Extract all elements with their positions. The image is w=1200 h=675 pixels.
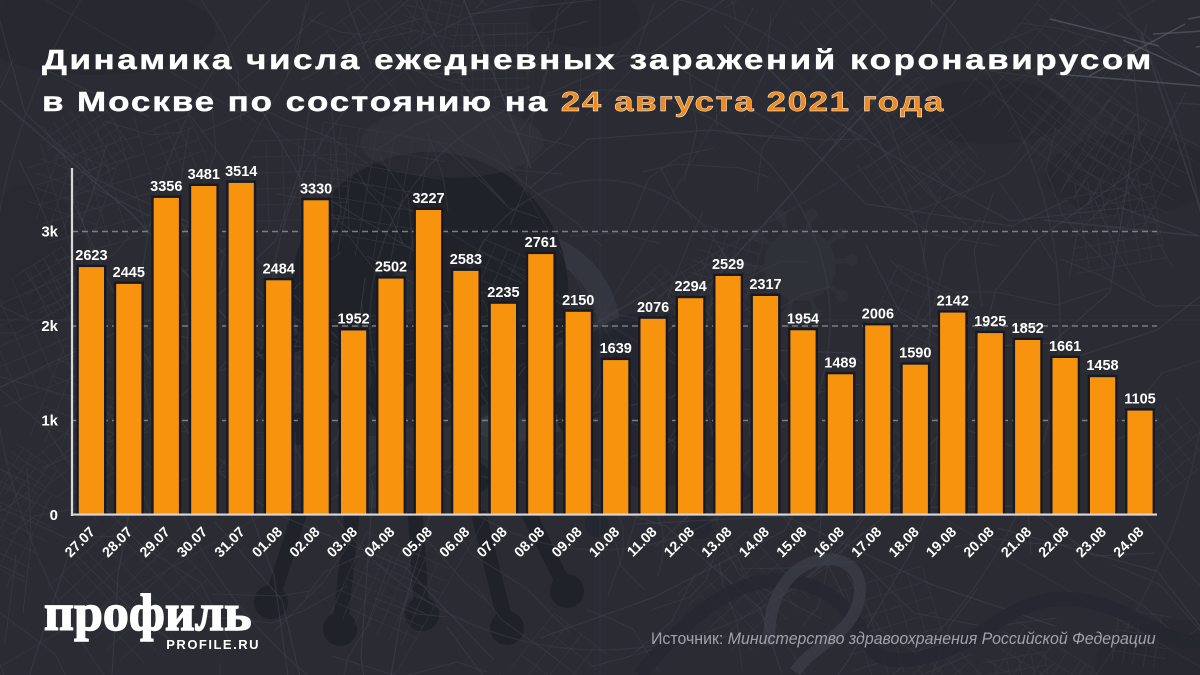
svg-text:1590: 1590 bbox=[899, 346, 931, 362]
svg-text:2k: 2k bbox=[41, 318, 58, 335]
svg-text:1489: 1489 bbox=[824, 355, 856, 371]
svg-text:09.08: 09.08 bbox=[549, 524, 586, 561]
svg-text:2150: 2150 bbox=[562, 293, 594, 309]
svg-text:10.08: 10.08 bbox=[586, 524, 623, 561]
svg-text:3k: 3k bbox=[41, 223, 58, 240]
svg-text:1661: 1661 bbox=[1049, 339, 1081, 355]
svg-text:21.08: 21.08 bbox=[998, 524, 1035, 561]
svg-text:2529: 2529 bbox=[712, 257, 744, 273]
svg-text:20.08: 20.08 bbox=[961, 524, 998, 561]
svg-text:24.08: 24.08 bbox=[1111, 524, 1148, 561]
svg-text:19.08: 19.08 bbox=[923, 524, 960, 561]
svg-text:1925: 1925 bbox=[974, 314, 1006, 330]
svg-text:3514: 3514 bbox=[225, 164, 257, 180]
svg-text:06.08: 06.08 bbox=[437, 524, 474, 561]
svg-text:31.07: 31.07 bbox=[212, 524, 249, 561]
svg-text:0: 0 bbox=[50, 507, 58, 524]
svg-text:3356: 3356 bbox=[150, 179, 182, 195]
svg-text:13.08: 13.08 bbox=[699, 524, 736, 561]
svg-text:1954: 1954 bbox=[787, 311, 819, 327]
svg-text:1852: 1852 bbox=[1012, 321, 1044, 337]
svg-text:17.08: 17.08 bbox=[849, 524, 886, 561]
svg-text:03.08: 03.08 bbox=[324, 524, 361, 561]
svg-text:16.08: 16.08 bbox=[811, 524, 848, 561]
svg-text:04.08: 04.08 bbox=[362, 524, 399, 561]
svg-text:2502: 2502 bbox=[375, 260, 407, 276]
svg-text:2235: 2235 bbox=[487, 285, 519, 301]
svg-text:3330: 3330 bbox=[300, 181, 332, 197]
svg-text:22.08: 22.08 bbox=[1036, 524, 1073, 561]
svg-text:2623: 2623 bbox=[75, 248, 107, 264]
svg-text:2076: 2076 bbox=[637, 300, 669, 316]
svg-text:3227: 3227 bbox=[412, 191, 444, 207]
svg-text:2761: 2761 bbox=[525, 235, 557, 251]
svg-text:1k: 1k bbox=[41, 412, 58, 429]
svg-text:29.07: 29.07 bbox=[137, 524, 174, 561]
svg-text:2484: 2484 bbox=[263, 261, 295, 277]
svg-text:02.08: 02.08 bbox=[287, 524, 324, 561]
svg-text:3481: 3481 bbox=[188, 167, 220, 183]
svg-text:2445: 2445 bbox=[113, 265, 145, 281]
svg-text:1952: 1952 bbox=[337, 312, 369, 328]
svg-text:18.08: 18.08 bbox=[886, 524, 923, 561]
svg-text:2142: 2142 bbox=[937, 294, 969, 310]
svg-text:27.07: 27.07 bbox=[62, 524, 99, 561]
svg-text:05.08: 05.08 bbox=[399, 524, 436, 561]
svg-text:30.07: 30.07 bbox=[174, 524, 211, 561]
svg-text:15.08: 15.08 bbox=[774, 524, 811, 561]
svg-text:14.08: 14.08 bbox=[736, 524, 773, 561]
svg-text:28.07: 28.07 bbox=[100, 524, 137, 561]
svg-text:2294: 2294 bbox=[674, 279, 706, 295]
svg-text:2006: 2006 bbox=[862, 306, 894, 322]
svg-text:12.08: 12.08 bbox=[661, 524, 698, 561]
svg-text:1458: 1458 bbox=[1086, 358, 1118, 374]
svg-text:23.08: 23.08 bbox=[1073, 524, 1110, 561]
svg-text:2317: 2317 bbox=[749, 277, 781, 293]
svg-text:2583: 2583 bbox=[450, 252, 482, 268]
svg-text:1639: 1639 bbox=[600, 341, 632, 357]
svg-text:07.08: 07.08 bbox=[474, 524, 511, 561]
svg-text:01.08: 01.08 bbox=[249, 524, 286, 561]
svg-text:1105: 1105 bbox=[1124, 392, 1155, 408]
svg-text:08.08: 08.08 bbox=[512, 524, 549, 561]
svg-text:11.08: 11.08 bbox=[624, 524, 660, 560]
